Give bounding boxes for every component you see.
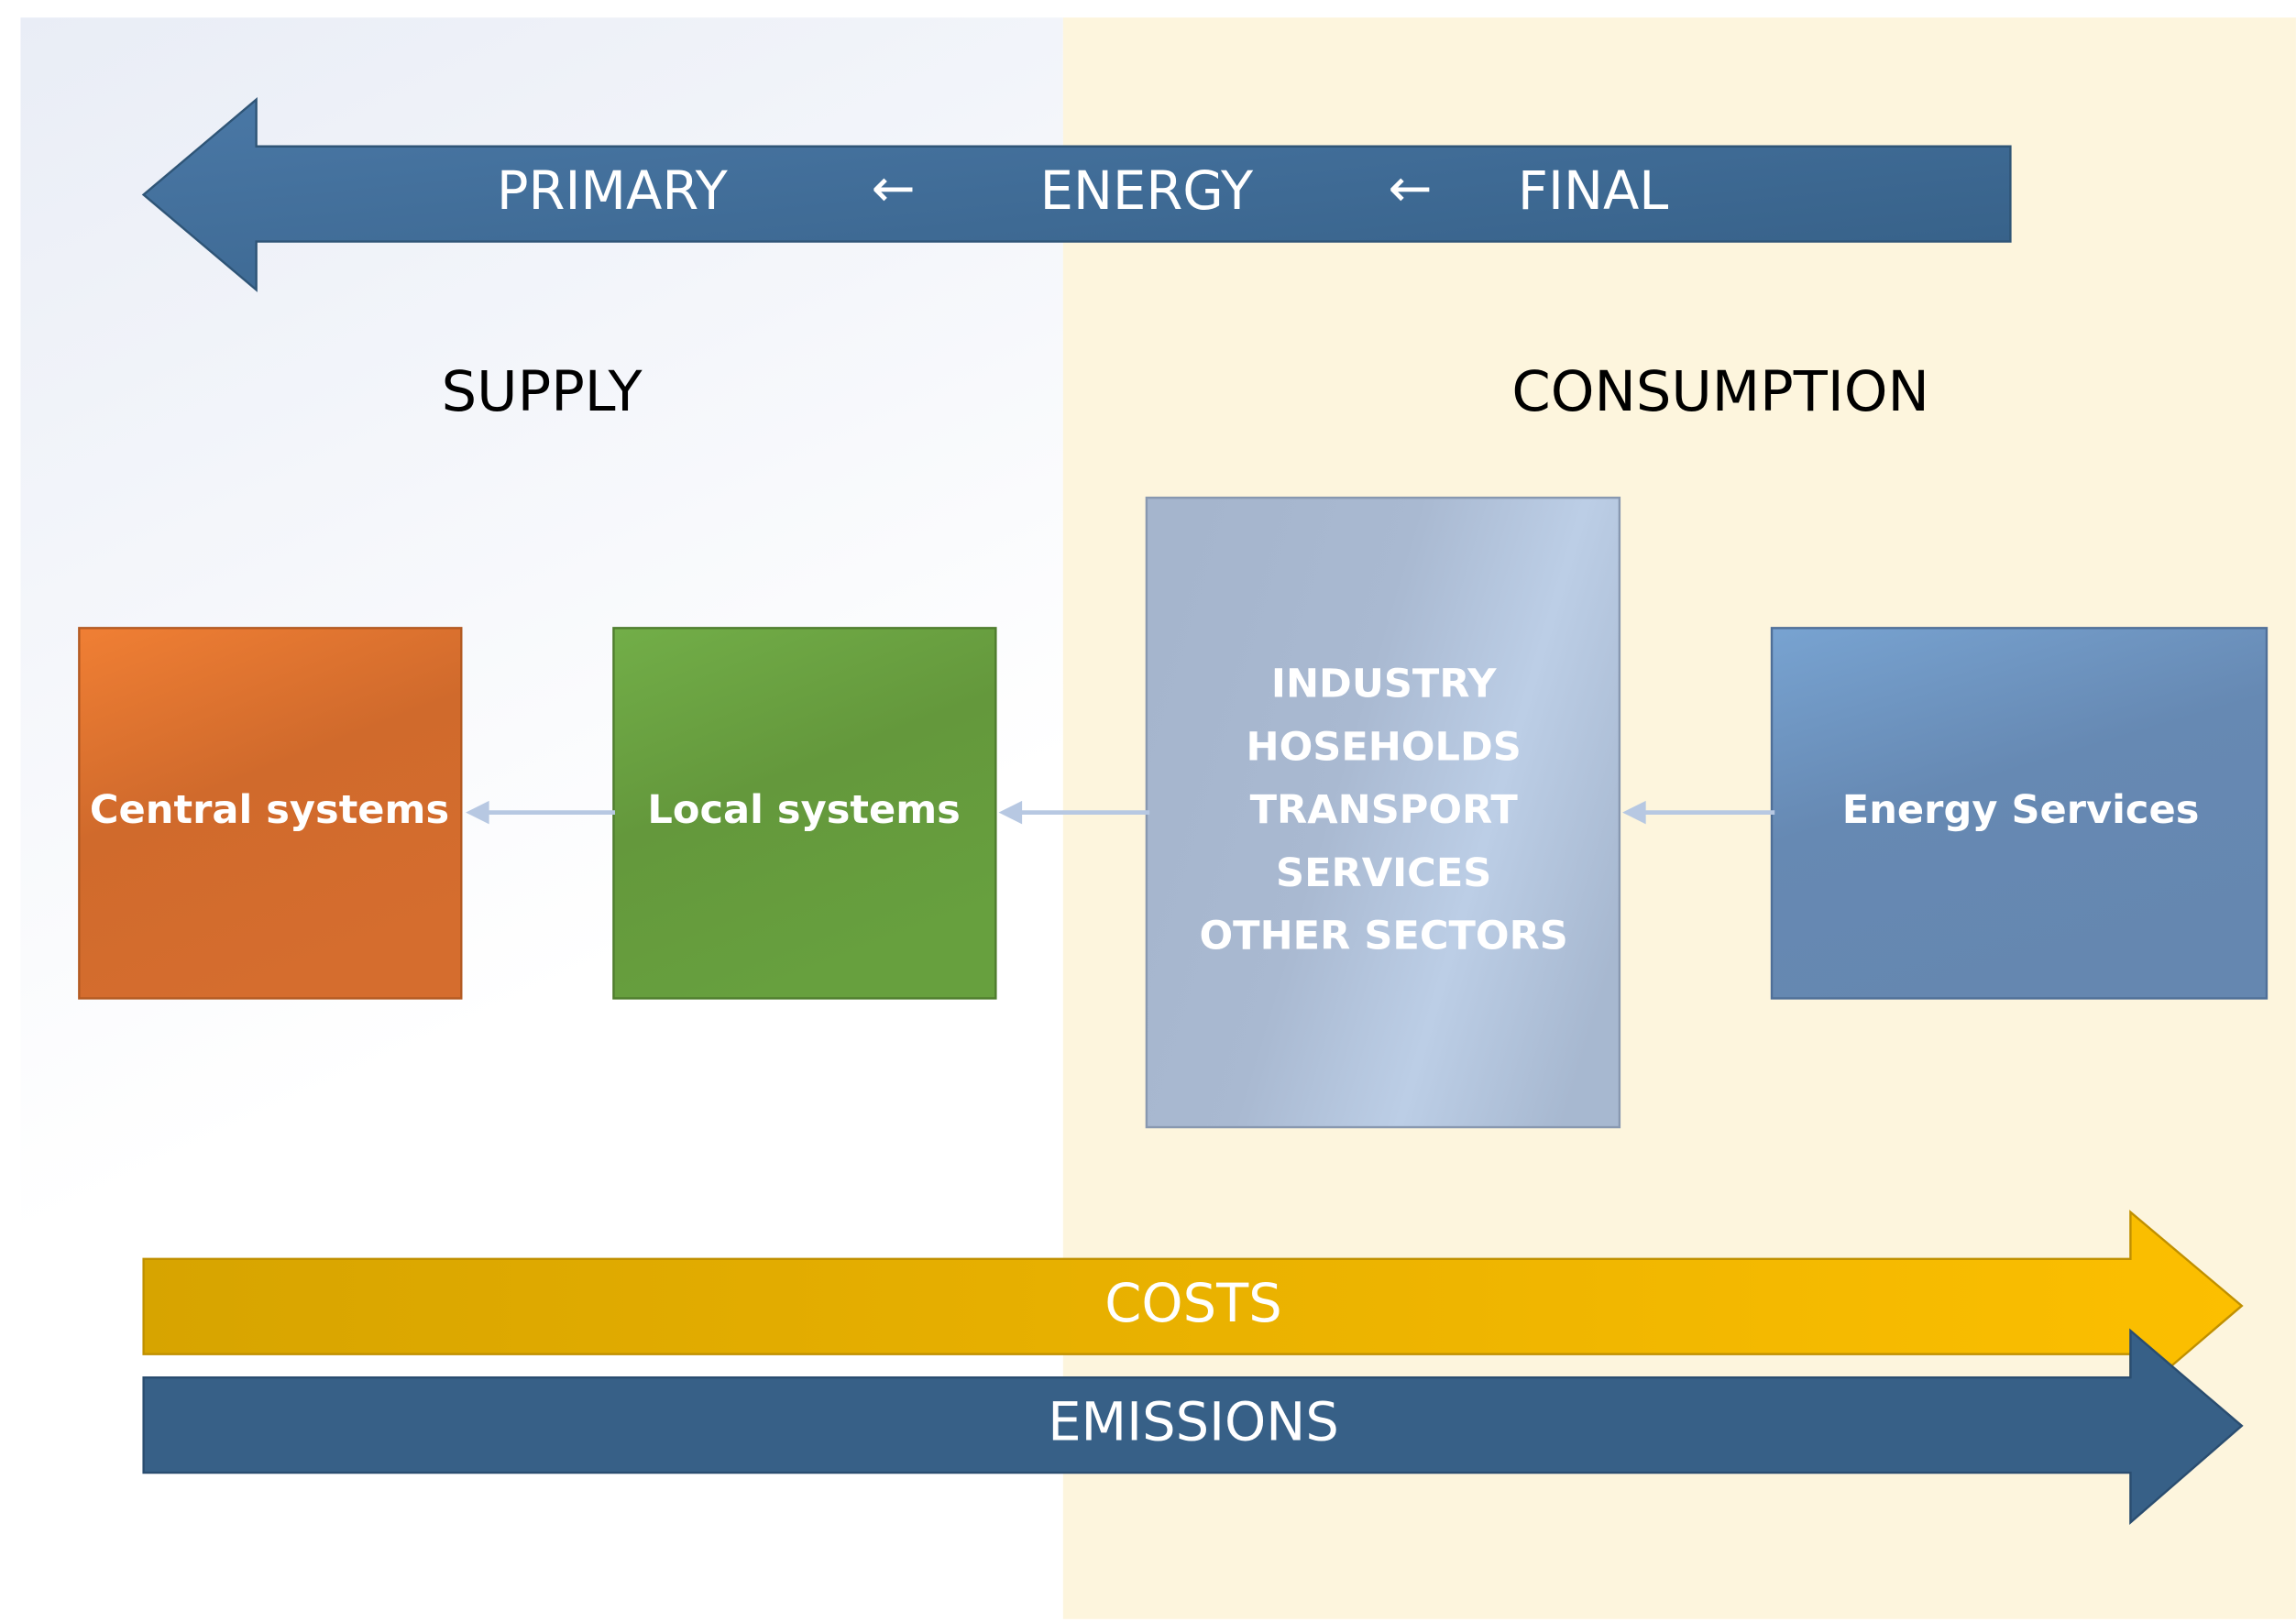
arrow-label: EMISSIONS [1048, 1392, 1339, 1453]
flow-label: ENERGY [1040, 160, 1254, 222]
section-label: CONSUMPTION [1511, 360, 1929, 424]
flow-label: FINAL [1518, 160, 1668, 222]
node-label: Local systems [647, 787, 960, 833]
section-label: SUPPLY [442, 360, 643, 424]
node-box [612, 627, 997, 1000]
connector-head [998, 800, 1023, 825]
flow-label: PRIMARY [497, 160, 729, 222]
flow-separator: ← [1388, 158, 1432, 219]
energy-arrow [141, 97, 2012, 292]
arrow-label: COSTS [1104, 1273, 1282, 1334]
node-line: SERVICES [1276, 850, 1491, 896]
node-line: TRANSPORT [1250, 787, 1519, 833]
node-box [78, 627, 463, 1000]
node-label: Central systems [90, 787, 449, 833]
node-label: Energy Services [1842, 787, 2200, 833]
node-line: INDUSTRY [1271, 662, 1497, 707]
node-line: OTHER SECTORS [1200, 913, 1568, 959]
node-box [1770, 627, 2269, 1000]
connectors [466, 800, 1775, 825]
emissions-arrow [142, 1328, 2244, 1525]
node-line: HOSEHOLDS [1247, 724, 1522, 770]
connector-head [1622, 800, 1646, 825]
flow-separator: ← [871, 158, 915, 219]
node-box [1145, 496, 1621, 1129]
connector-head [466, 800, 489, 825]
costs-arrow [142, 1210, 2244, 1404]
